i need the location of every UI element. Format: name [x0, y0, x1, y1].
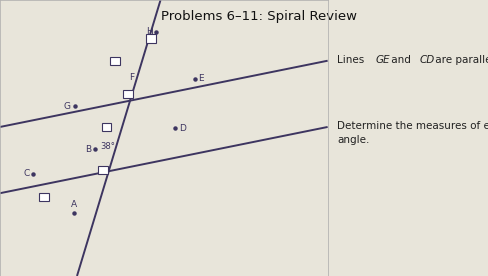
Text: are parallel.: are parallel.: [431, 55, 488, 65]
Text: B: B: [84, 145, 91, 153]
Text: C: C: [23, 169, 29, 178]
Bar: [109, 57, 120, 65]
Text: H: H: [146, 27, 153, 36]
Bar: [39, 193, 49, 201]
Text: and: and: [387, 55, 413, 65]
Text: A: A: [70, 200, 77, 209]
Text: Lines: Lines: [337, 55, 367, 65]
Text: CD: CD: [418, 55, 433, 65]
Text: GE: GE: [374, 55, 389, 65]
Text: E: E: [198, 74, 203, 83]
Bar: [122, 90, 132, 98]
Text: D: D: [179, 124, 185, 133]
Bar: [98, 166, 108, 174]
Text: Determine the measures of each
angle.: Determine the measures of each angle.: [337, 121, 488, 145]
Bar: [102, 123, 111, 131]
Text: Problems 6–11: Spiral Review: Problems 6–11: Spiral Review: [161, 10, 356, 23]
Bar: [145, 34, 155, 43]
Text: F: F: [129, 73, 134, 82]
Text: G: G: [63, 102, 71, 111]
Text: 38°: 38°: [100, 142, 115, 151]
